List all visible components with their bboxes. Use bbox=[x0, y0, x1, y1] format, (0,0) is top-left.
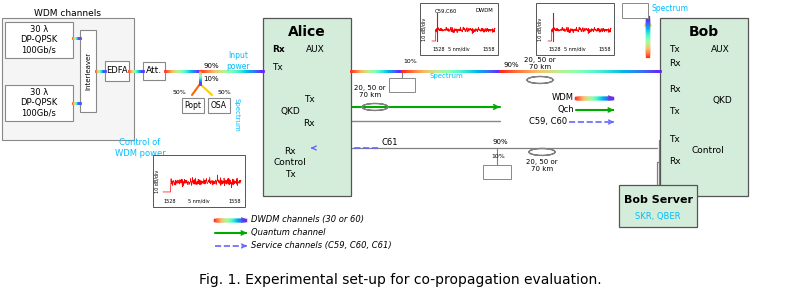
Text: Tx: Tx bbox=[669, 136, 680, 144]
Text: 1558: 1558 bbox=[598, 47, 611, 52]
Bar bbox=[483, 165, 511, 179]
Bar bbox=[143, 62, 165, 80]
Text: 1528: 1528 bbox=[163, 199, 175, 204]
Text: 10 dB/div: 10 dB/div bbox=[538, 17, 542, 41]
Text: EDFA: EDFA bbox=[106, 66, 128, 75]
Bar bbox=[660, 18, 748, 196]
Text: Spectrum: Spectrum bbox=[652, 5, 689, 14]
Bar bbox=[5, 85, 73, 121]
Bar bbox=[153, 155, 245, 207]
Text: Spectrum: Spectrum bbox=[233, 98, 239, 132]
Text: Fig. 1. Experimental set-up for co-propagation evaluation.: Fig. 1. Experimental set-up for co-propa… bbox=[198, 273, 602, 287]
Text: Interleaver: Interleaver bbox=[85, 52, 91, 90]
Text: 50%: 50% bbox=[172, 90, 186, 95]
Text: Quantum channel: Quantum channel bbox=[251, 228, 326, 238]
Bar bbox=[182, 98, 204, 113]
Text: Tx: Tx bbox=[285, 171, 295, 179]
Text: 5 nm/div: 5 nm/div bbox=[564, 47, 586, 52]
Text: WDM: WDM bbox=[552, 93, 574, 103]
Bar bbox=[5, 22, 73, 58]
Text: Input
power: Input power bbox=[226, 51, 250, 71]
Text: Att.: Att. bbox=[146, 66, 162, 75]
Text: Rx: Rx bbox=[669, 158, 681, 166]
Text: AUX: AUX bbox=[710, 45, 730, 55]
Text: Service channels (C59, C60, C61): Service channels (C59, C60, C61) bbox=[251, 241, 392, 251]
Text: Control of
WDM power: Control of WDM power bbox=[114, 138, 166, 158]
Text: OSA: OSA bbox=[394, 80, 410, 90]
Text: 100Gb/s: 100Gb/s bbox=[22, 108, 57, 117]
Bar bbox=[619, 185, 697, 227]
Bar bbox=[420, 3, 498, 55]
Text: Popt: Popt bbox=[185, 101, 202, 110]
Text: 90%: 90% bbox=[503, 62, 518, 68]
Text: SKR, QBER: SKR, QBER bbox=[635, 212, 681, 221]
Text: 30 λ: 30 λ bbox=[30, 25, 48, 34]
Text: 90%: 90% bbox=[492, 139, 508, 145]
Text: Spectrum: Spectrum bbox=[430, 73, 464, 79]
Text: 1558: 1558 bbox=[482, 47, 495, 52]
Text: Tx: Tx bbox=[272, 64, 282, 73]
Text: 1558: 1558 bbox=[229, 199, 241, 204]
Text: QKD: QKD bbox=[712, 97, 732, 105]
Bar bbox=[389, 78, 415, 92]
Text: C59,C60: C59,C60 bbox=[435, 9, 458, 14]
Text: 5 nm/div: 5 nm/div bbox=[448, 47, 470, 52]
Text: Tx: Tx bbox=[669, 45, 680, 55]
Text: 1528: 1528 bbox=[548, 47, 561, 52]
Text: 90%: 90% bbox=[203, 63, 218, 69]
Text: 10 dB/div: 10 dB/div bbox=[422, 17, 426, 41]
Text: OSA: OSA bbox=[627, 6, 643, 16]
Text: 1528: 1528 bbox=[432, 47, 445, 52]
Text: Tx: Tx bbox=[304, 95, 315, 105]
Text: 5 nm/div: 5 nm/div bbox=[188, 199, 210, 204]
Text: 10 dB/div: 10 dB/div bbox=[154, 169, 159, 192]
Text: WDM channels: WDM channels bbox=[34, 10, 102, 18]
Text: 100Gb/s: 100Gb/s bbox=[22, 45, 57, 55]
Text: Rx: Rx bbox=[669, 60, 681, 68]
Text: Rx: Rx bbox=[303, 119, 315, 129]
Text: Bob Server: Bob Server bbox=[623, 195, 693, 205]
Text: 50%: 50% bbox=[218, 90, 232, 95]
Bar bbox=[80, 30, 96, 112]
Text: OSA: OSA bbox=[211, 101, 227, 110]
Text: 30 λ: 30 λ bbox=[30, 88, 48, 97]
Text: C61: C61 bbox=[382, 138, 398, 147]
Text: Rx: Rx bbox=[272, 45, 285, 55]
Text: Alice: Alice bbox=[288, 25, 326, 39]
Text: OSA: OSA bbox=[489, 167, 505, 177]
Bar bbox=[2, 18, 134, 140]
Text: Rx: Rx bbox=[284, 147, 296, 156]
Text: DP-QPSK: DP-QPSK bbox=[20, 99, 58, 108]
Text: Bob: Bob bbox=[689, 25, 719, 39]
Text: 20, 50 or
70 km: 20, 50 or 70 km bbox=[354, 86, 386, 99]
Bar bbox=[263, 18, 351, 196]
Text: AUX: AUX bbox=[306, 45, 324, 55]
Bar bbox=[536, 3, 614, 55]
Text: 10%: 10% bbox=[491, 154, 505, 160]
Text: 20, 50 or
70 km: 20, 50 or 70 km bbox=[524, 58, 556, 71]
Text: 20, 50 or
70 km: 20, 50 or 70 km bbox=[526, 160, 558, 173]
Bar bbox=[622, 3, 648, 18]
Text: 10%: 10% bbox=[403, 60, 417, 64]
Text: Tx: Tx bbox=[669, 108, 680, 116]
Text: Qch: Qch bbox=[558, 105, 574, 114]
Text: DWDM channels (30 or 60): DWDM channels (30 or 60) bbox=[251, 215, 364, 225]
Text: Control: Control bbox=[274, 158, 306, 167]
Bar bbox=[105, 61, 129, 81]
Text: DWDM: DWDM bbox=[475, 8, 493, 13]
Text: Rx: Rx bbox=[669, 86, 681, 95]
Text: 10%: 10% bbox=[203, 76, 218, 82]
Text: Control: Control bbox=[692, 147, 724, 155]
Text: QKD: QKD bbox=[280, 108, 300, 116]
Text: DP-QPSK: DP-QPSK bbox=[20, 36, 58, 45]
Bar bbox=[208, 98, 230, 113]
Text: C59, C60: C59, C60 bbox=[529, 117, 567, 127]
